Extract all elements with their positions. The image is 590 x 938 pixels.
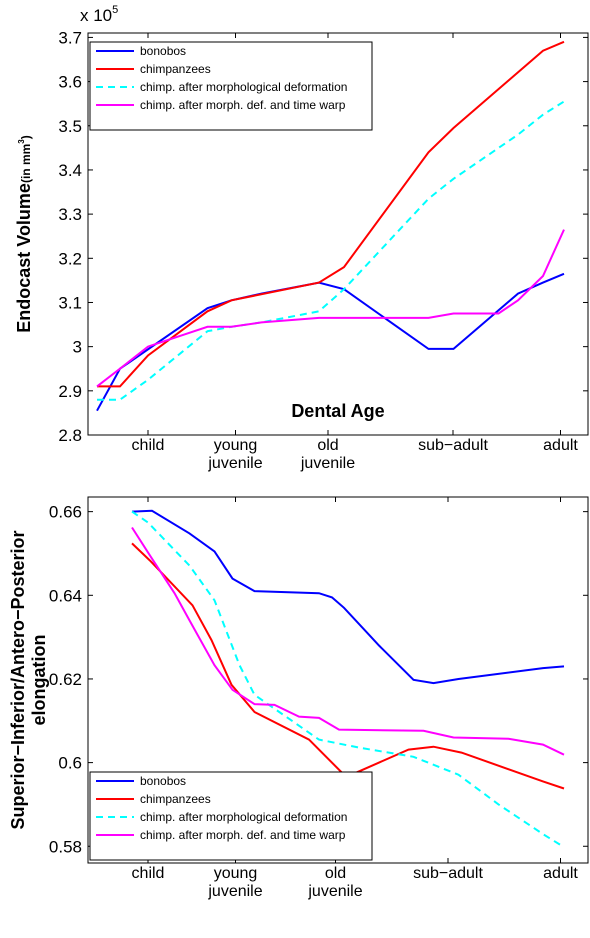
legend-label: chimp. after morphological deformation xyxy=(140,810,347,824)
x-tick-label: adult xyxy=(543,865,578,882)
y-tick-label: 0.6 xyxy=(58,754,82,773)
y-multiplier-exponent: 5 xyxy=(112,4,118,16)
x-tick-label: child xyxy=(131,865,165,882)
x-tick-label: old juvenile xyxy=(308,865,363,900)
x-tick-label: young juvenile xyxy=(208,865,263,900)
series-line xyxy=(131,542,565,790)
y-tick-label: 2.9 xyxy=(58,382,82,401)
x-tick-label: old juvenile xyxy=(300,437,356,472)
series-line xyxy=(131,526,565,756)
legend-label: chimpanzees xyxy=(140,792,211,806)
legend-label: chimp. after morph. def. and time warp xyxy=(140,828,346,842)
series-line xyxy=(131,509,565,685)
y-axis-label: elongation xyxy=(29,635,49,726)
legend-label: bonobos xyxy=(140,44,186,58)
y-axis-unit: ) xyxy=(19,135,33,139)
x-tick-label: young juvenile xyxy=(208,437,263,472)
legend-label: bonobos xyxy=(140,774,186,788)
legend-box xyxy=(89,41,373,131)
series-line xyxy=(96,229,565,388)
y-axis-label: Endocast Volume(in mm3) xyxy=(14,135,34,333)
y-tick-label: 2.8 xyxy=(58,426,82,445)
y-axis-label-main: Endocast Volume xyxy=(14,183,34,333)
y-tick-label: 0.64 xyxy=(49,586,82,605)
series-line xyxy=(96,272,565,412)
legend-label: chimp. after morphological deformation xyxy=(140,80,347,94)
series-line xyxy=(97,40,565,388)
x-tick-label: sub−adult xyxy=(413,865,483,882)
legend-label: chimpanzees xyxy=(140,62,211,76)
x-tick-label: child xyxy=(131,437,165,454)
y-tick-label: 3.3 xyxy=(58,205,82,224)
y-axis-unit: (in mm xyxy=(19,144,33,183)
y-multiplier: x 105 xyxy=(80,4,118,25)
x-tick-label: adult xyxy=(543,437,578,454)
y-tick-label: 3.2 xyxy=(58,249,82,268)
y-tick-label: 3.6 xyxy=(58,73,82,92)
y-tick-label: 0.58 xyxy=(49,837,82,856)
y-axis-label: Superior−Inferior/Antero−Posterior xyxy=(8,530,28,829)
y-tick-label: 0.66 xyxy=(49,503,82,522)
series-line xyxy=(131,510,565,848)
legend-label: chimp. after morph. def. and time warp xyxy=(140,98,346,112)
y-tick-label: 3.4 xyxy=(58,161,82,180)
y-multiplier-base: x 10 xyxy=(80,6,112,25)
x-axis-label: Dental Age xyxy=(291,401,384,421)
y-axis-unit-exponent: 3 xyxy=(17,139,26,144)
y-tick-label: 0.62 xyxy=(49,670,82,689)
y-tick-label: 3 xyxy=(73,338,82,357)
x-tick-label: sub−adult xyxy=(418,437,488,454)
y-tick-label: 3.1 xyxy=(58,293,82,312)
y-tick-label: 3.5 xyxy=(58,117,82,136)
y-tick-label: 3.7 xyxy=(58,28,82,47)
legend-box xyxy=(89,771,373,861)
